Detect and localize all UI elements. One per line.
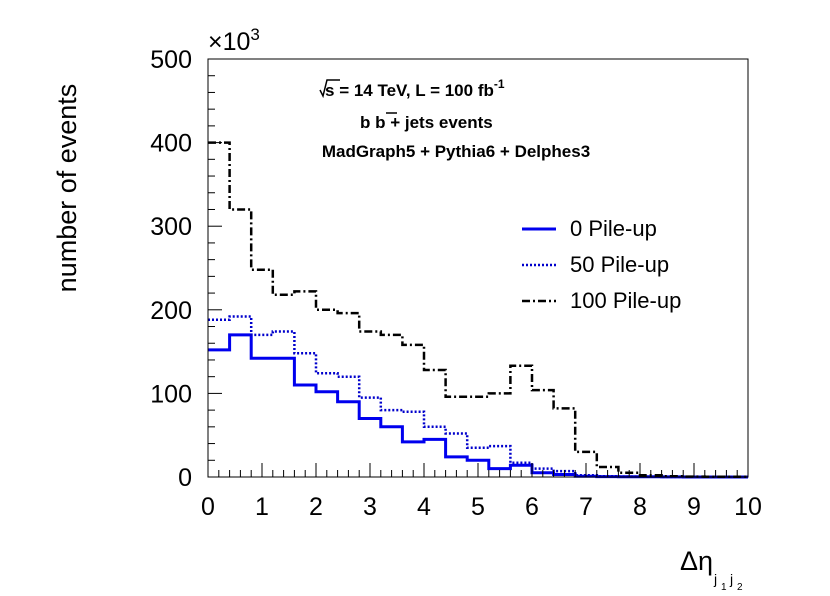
- y-tick-label: 400: [150, 130, 192, 158]
- legend: 0 Pile-up 50 Pile-up 100 Pile-up: [522, 216, 681, 313]
- axis-ticks: [207, 58, 749, 478]
- x-tick-label: 9: [687, 493, 701, 521]
- legend-label-0: 0 Pile-up: [570, 216, 657, 241]
- process-b: b: [360, 113, 375, 132]
- y-tick-labels: 0 100 200 300 400 500: [150, 46, 192, 492]
- y-multiplier-base: ×10: [208, 28, 250, 56]
- sqrt-s-label: s: [325, 81, 334, 100]
- y-multiplier-exp: 3: [250, 25, 259, 44]
- x-tick-label: 6: [525, 493, 539, 521]
- sqrt-sign-icon: [319, 79, 340, 99]
- x-tick-label: 5: [471, 493, 485, 521]
- y-axis-title: number of events: [52, 84, 82, 293]
- energy-lumi-label: = 14 TeV, L = 100 fb: [334, 81, 493, 100]
- y-tick-label: 100: [150, 380, 192, 408]
- x-axis-delta-eta: Δη: [680, 546, 713, 576]
- annotation-generators: MadGraph5 + Pythia6 + Delphes3: [322, 142, 590, 161]
- series-0-line: [208, 333, 748, 479]
- y-tick-label: 300: [150, 213, 192, 241]
- x-tick-label: 0: [201, 493, 215, 521]
- y-tick-label: 200: [150, 297, 192, 325]
- x-axis-sub-1: 1: [721, 582, 727, 593]
- x-tick-label: 8: [633, 493, 647, 521]
- x-tick-label: 10: [734, 493, 762, 521]
- x-tick-label: 7: [579, 493, 593, 521]
- annotation-process: b b + jets events: [360, 113, 493, 132]
- y-tick-label: 500: [150, 46, 192, 74]
- annotation-block: s = 14 TeV, L = 100 fb-1 b b + jets even…: [319, 77, 590, 161]
- x-axis-sub-j2: j: [729, 571, 733, 587]
- y-multiplier: ×103: [208, 25, 260, 56]
- lumi-exponent: -1: [494, 77, 505, 91]
- legend-label-2: 100 Pile-up: [570, 288, 681, 313]
- process-bbar: b: [375, 113, 385, 132]
- x-tick-label: 3: [363, 493, 377, 521]
- legend-label-1: 50 Pile-up: [570, 252, 669, 277]
- x-axis-title: Δη j 1 j 2: [680, 546, 743, 593]
- x-axis-sub-j1: j: [713, 571, 717, 587]
- x-tick-label: 1: [255, 493, 269, 521]
- x-axis-sub-2: 2: [737, 582, 743, 593]
- x-tick-label: 2: [309, 493, 323, 521]
- x-tick-label: 4: [417, 493, 431, 521]
- y-tick-label: 0: [178, 464, 192, 492]
- x-tick-labels: 0 1 2 3 4 5 6 7 8 9 10: [201, 493, 762, 521]
- annotation-energy: s = 14 TeV, L = 100 fb-1: [325, 77, 505, 100]
- process-jets: + jets events: [386, 113, 493, 132]
